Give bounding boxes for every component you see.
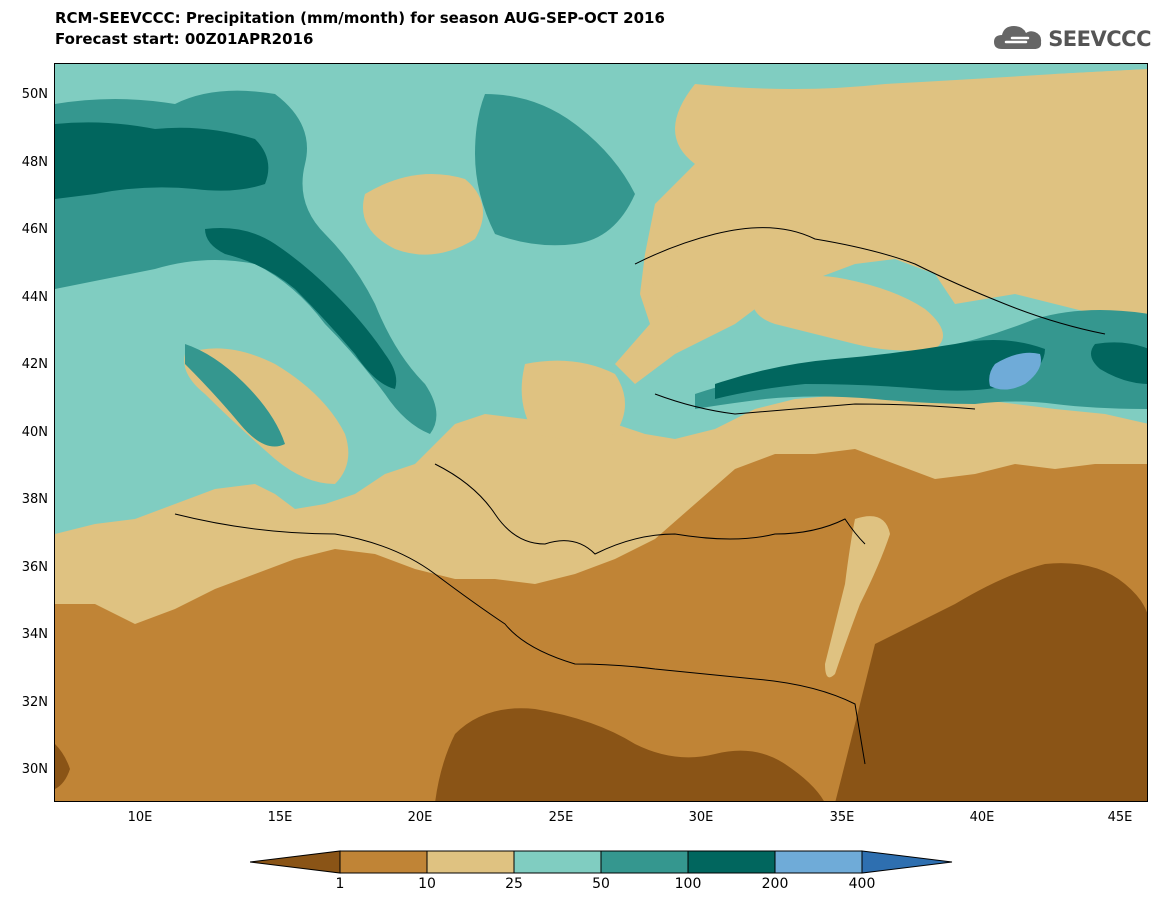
colorbar-label: 50: [592, 876, 610, 892]
colorbar-label: 200: [761, 876, 789, 892]
colorbar-segment: [513, 850, 602, 874]
field-below-1-west: [55, 744, 70, 789]
colorbar-segment: [687, 850, 776, 874]
field-50-100-tyrrhenian: [185, 344, 285, 447]
field-100-200-dinaric: [205, 228, 397, 389]
colorbar-label: 25: [505, 876, 523, 892]
field-200-400-batumi: [989, 352, 1041, 390]
field-below-1-desert: [835, 563, 1147, 801]
cloud-icon: [992, 22, 1044, 56]
lon-label: 40E: [969, 810, 995, 825]
colorbar-segment: [249, 850, 341, 874]
title-line-2: Forecast start: 00Z01APR2016: [55, 30, 314, 48]
title-line-1: RCM-SEEVCCC: Precipitation (mm/month) fo…: [55, 9, 665, 27]
colorbar-segment: [339, 850, 428, 874]
field-below-1-libya: [435, 708, 824, 801]
field-50-100-carpathian: [475, 94, 635, 246]
logo-text: SEEVCCC: [1048, 27, 1151, 51]
lat-label: 34N: [21, 627, 48, 642]
colorbar-label: 10: [418, 876, 436, 892]
lat-label: 30N: [21, 762, 48, 777]
lon-label: 20E: [407, 810, 433, 825]
lat-label: 42N: [21, 357, 48, 372]
field-100-200-caucasus: [715, 340, 1045, 399]
field-10-25-levant: [825, 516, 890, 678]
lon-label: 25E: [548, 810, 574, 825]
field-100-200-alps: [55, 122, 269, 199]
precipitation-field: [55, 64, 1147, 801]
colorbar-segment: [774, 850, 863, 874]
lon-label: 15E: [267, 810, 293, 825]
colorbar: [249, 848, 955, 880]
lon-label: 10E: [127, 810, 153, 825]
lon-label: 30E: [688, 810, 714, 825]
colorbar-segment: [600, 850, 689, 874]
colorbar-segment: [426, 850, 515, 874]
colorbar-label: 1: [335, 876, 345, 892]
field-10-25-balkans: [521, 360, 625, 439]
lat-label: 38N: [21, 492, 48, 507]
lat-label: 50N: [21, 87, 48, 102]
field-100-200-east: [1091, 342, 1147, 384]
field-10-25-ukraine: [651, 69, 1147, 309]
lon-label: 35E: [829, 810, 855, 825]
lat-label: 46N: [21, 222, 48, 237]
colorbar-segment: [861, 850, 953, 874]
lat-label: 36N: [21, 560, 48, 575]
field-10-25-hungary: [363, 174, 483, 255]
precipitation-map: [54, 63, 1148, 802]
coastline-hint: [174, 227, 1106, 765]
colorbar-label: 400: [848, 876, 876, 892]
lat-label: 44N: [21, 290, 48, 305]
colorbar-label: 100: [674, 876, 702, 892]
map-title: RCM-SEEVCCC: Precipitation (mm/month) fo…: [55, 8, 665, 50]
lat-label: 32N: [21, 695, 48, 710]
field-10-25-blacksea: [752, 275, 943, 351]
lat-label: 40N: [21, 425, 48, 440]
lat-label: 48N: [21, 155, 48, 170]
lon-label: 45E: [1107, 810, 1133, 825]
logo: SEEVCCC: [992, 22, 1151, 56]
